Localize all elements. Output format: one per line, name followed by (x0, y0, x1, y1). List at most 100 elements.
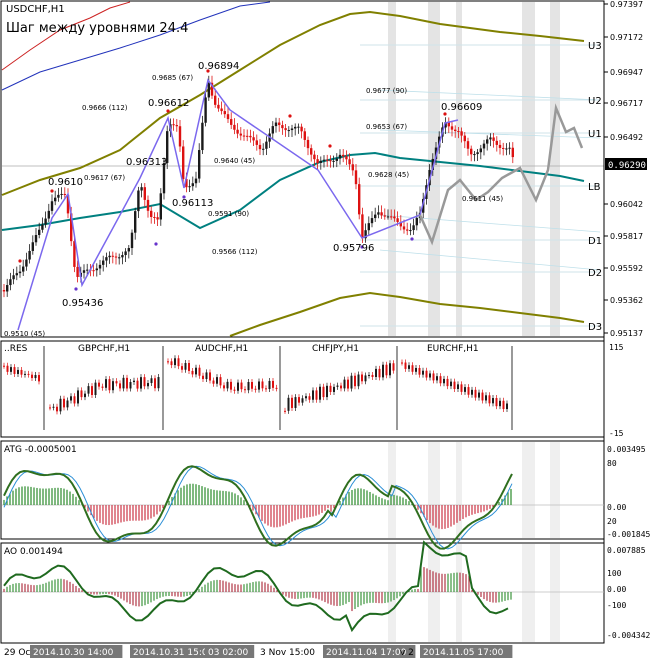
pair-candle-body (66, 400, 69, 408)
pair-candle-body (147, 383, 149, 387)
wave-label: 0.9640 (45) (214, 157, 255, 165)
pair-candle-body (77, 390, 79, 404)
candle-body (415, 218, 418, 226)
pair-label-audchf: AUDCHF,H1 (195, 344, 248, 354)
fractal-up (443, 112, 447, 116)
macd-axis-1: 80 (607, 459, 617, 468)
candle-body (262, 148, 265, 150)
candle-body (242, 135, 246, 137)
pair-candle-body (275, 387, 278, 389)
pair-candle-body (357, 374, 360, 387)
pair-candle-body (49, 407, 51, 409)
pair-candle-body (13, 367, 16, 374)
pair-candle-body (439, 376, 442, 384)
time-label-bg (420, 645, 513, 658)
candle-body (156, 217, 159, 220)
pair-candle-body (233, 389, 236, 391)
pair-candle-body (52, 406, 55, 408)
candle-body (172, 124, 175, 126)
level-label-LB: LB (588, 182, 601, 193)
pair-candle-body (382, 364, 384, 378)
candle-body (9, 279, 12, 286)
candle-body (246, 135, 249, 137)
pair-candle-body (364, 375, 367, 382)
candle-body (207, 82, 210, 98)
candle-body (486, 139, 489, 144)
pair-candle-body (340, 385, 342, 389)
pair-candle-body (24, 373, 26, 375)
candle-body (214, 95, 217, 105)
candle-body (495, 140, 498, 145)
time-label: 2014.10.30 14:00 (33, 648, 114, 658)
candle-body (31, 242, 34, 251)
wave-label: 0.9653 (67) (366, 123, 407, 131)
candle-body (351, 164, 354, 171)
forecast-line (418, 103, 584, 246)
candle-body (73, 241, 76, 267)
pair-candle-body (467, 387, 470, 395)
pair-candle-body (31, 374, 33, 379)
candle-body (198, 150, 201, 179)
session-stripe (550, 2, 560, 336)
band-lower (229, 291, 585, 337)
pair-candle-body (56, 406, 58, 412)
session-stripe-ao (388, 544, 396, 642)
pair-candle-body (319, 386, 321, 400)
extreme-label: 0.95436 (62, 298, 103, 309)
wave-label: 0.9685 (67) (152, 74, 193, 82)
pair-candle-body (326, 385, 328, 398)
pair-candle-body (20, 369, 23, 375)
pair-candle-body (27, 373, 30, 375)
time-label-bg (30, 645, 123, 658)
candle-body (28, 250, 31, 260)
session-stripes (388, 2, 560, 642)
macd-axis-4: -0.001845 (607, 530, 650, 539)
candle-body (322, 159, 326, 161)
candle-body (319, 160, 322, 163)
candle-body (114, 256, 118, 258)
candle-body (63, 193, 66, 195)
candle-body (54, 197, 57, 202)
fan-line (379, 249, 601, 271)
candle-body (230, 119, 233, 125)
time-axis: 29 Oc 2014.10.30 14:00 2014.10.31 15:0003 … (4, 645, 513, 658)
candle-body (150, 210, 153, 217)
candle-body (130, 232, 134, 249)
pair-candle-body (422, 370, 424, 375)
candle-body (463, 135, 466, 142)
pair-candle-body (298, 397, 300, 403)
candle-body (191, 183, 194, 187)
time-label: 2014.11.05 17:00 (423, 648, 504, 658)
pair-candle-body (195, 367, 197, 375)
candle-body (220, 108, 223, 112)
session-stripe (456, 2, 462, 336)
extreme-label: 0.9610 (48, 177, 83, 188)
price-tick-label: 0.95137 (610, 329, 643, 338)
macd-axis-0: 0.003495 (607, 445, 646, 454)
candle-body (127, 248, 130, 252)
ao-panel (2, 540, 604, 633)
pair-candle-body (371, 374, 374, 377)
pair-candle-body (287, 397, 290, 411)
wave-label: 0.9628 (45) (368, 171, 409, 179)
pair-candle-body (105, 379, 107, 388)
candle-body (252, 137, 255, 141)
candle-body (476, 152, 479, 155)
candle-body (358, 184, 361, 215)
candle-body (47, 210, 50, 219)
candle-body (134, 211, 137, 233)
macd-panel (2, 465, 604, 550)
time-label: 03 02:00 (208, 648, 249, 658)
candle-body (271, 126, 274, 134)
pair-candle-body (443, 378, 445, 384)
pair-candle-body (154, 378, 156, 389)
session-stripe-macd (456, 442, 462, 538)
pair-candle-body (408, 365, 410, 369)
pair-candle-body (230, 381, 232, 390)
candle-body (284, 128, 287, 131)
session-stripe-ao (550, 544, 560, 642)
pair-candle-body (226, 381, 229, 389)
candle-body (454, 129, 457, 132)
candle-body (390, 216, 393, 218)
extreme-label: 0.96313 (126, 157, 167, 168)
